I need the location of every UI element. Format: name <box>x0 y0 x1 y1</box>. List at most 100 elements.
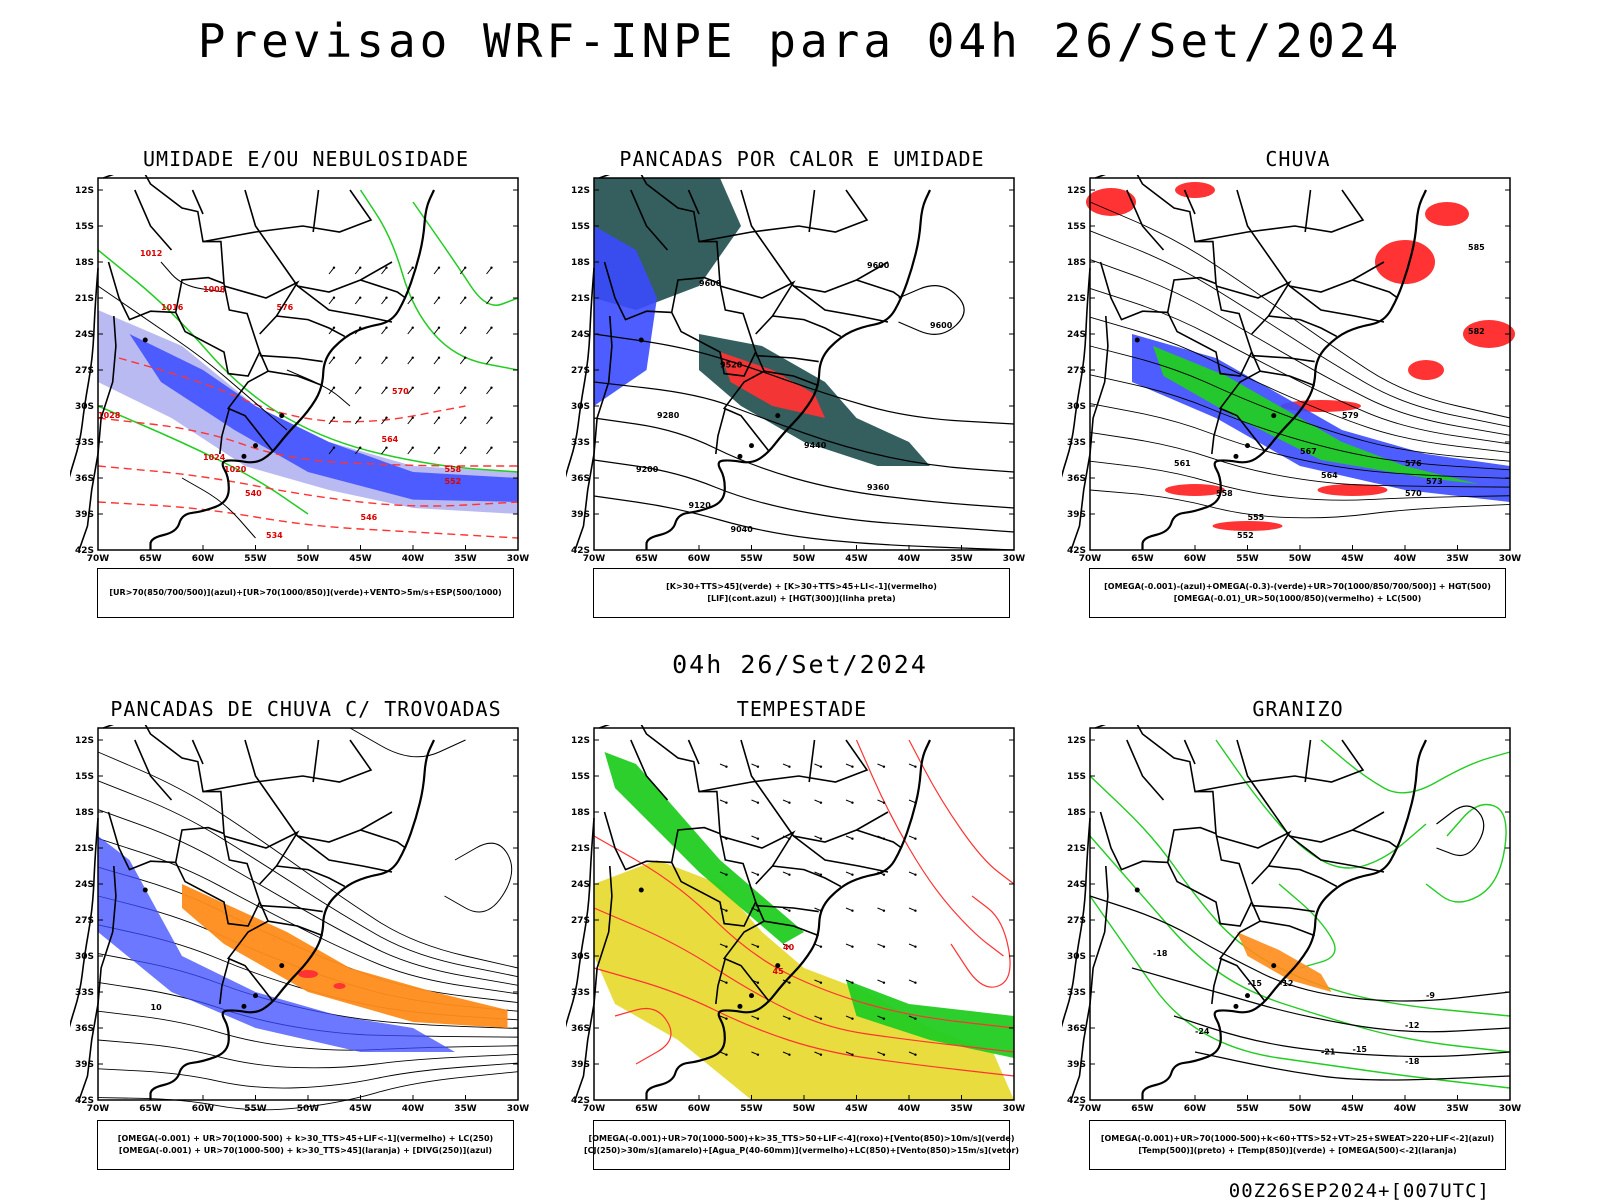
lon-label: 55W <box>1236 554 1259 564</box>
lat-label: 33S <box>1067 988 1086 998</box>
li-negative-area <box>720 352 825 418</box>
wind-vector-head <box>882 765 886 768</box>
wind-vector-head <box>332 356 336 359</box>
state-border <box>297 285 393 323</box>
wind-vector-head <box>882 1053 886 1056</box>
lat-label: 21S <box>571 294 590 304</box>
legend-granizo: [OMEGA(-0.001)+UR>70(1000-500)+k<60+TTS>… <box>1089 1120 1506 1170</box>
wind-vector-head <box>437 416 441 419</box>
state-border <box>107 261 261 377</box>
state-border <box>1259 370 1315 387</box>
state-border <box>574 315 613 551</box>
legend-line: [OMEGA(-0.001)+UR>70(1000-500)+k<60+TTS>… <box>1100 1134 1495 1143</box>
wind-vector-head <box>359 356 362 359</box>
state-border <box>191 739 204 765</box>
lat-label: 24S <box>75 330 94 340</box>
state-border <box>698 739 869 793</box>
lake-marker <box>775 413 781 419</box>
state-border <box>630 189 669 251</box>
map-umidade: 1008 1012 1016 1020 1024 1028 576 570 564 558 552 5… <box>70 175 529 564</box>
wind-vector <box>407 387 414 395</box>
lake-marker <box>279 413 285 419</box>
wind-vector-head <box>490 296 493 299</box>
contour-value: 558 <box>1216 489 1233 498</box>
wind-vector-head <box>914 873 917 876</box>
valid-time-title: 04h 26/Set/2024 <box>672 650 928 679</box>
rain-red-area <box>1175 182 1215 198</box>
lon-label: 45W <box>1341 554 1364 564</box>
temp850-green-contour <box>1278 883 1336 969</box>
lon-label: 65W <box>139 1104 162 1114</box>
lat-label: 27S <box>571 366 590 376</box>
lake-marker <box>1271 413 1277 419</box>
wind-vector-head <box>882 945 886 948</box>
lon-label: 60W <box>688 554 711 564</box>
state-border <box>1194 189 1365 243</box>
state-border <box>670 276 721 313</box>
state-border <box>1259 920 1315 937</box>
lat-label: 15S <box>571 772 590 782</box>
wind-vector <box>328 267 335 275</box>
state-border <box>1289 285 1385 323</box>
wind-vector-head <box>332 386 336 389</box>
lon-label: 65W <box>1131 554 1154 564</box>
wind-vector-head <box>756 873 760 876</box>
streamline <box>97 1071 519 1111</box>
lat-label: 42S <box>75 546 94 556</box>
streamline <box>1089 345 1511 462</box>
wind-vector-head <box>882 873 886 876</box>
lake-marker <box>1245 443 1250 449</box>
lat-label: 15S <box>75 772 94 782</box>
lon-label: 60W <box>192 554 215 564</box>
map-background <box>1090 728 1510 1100</box>
thickness-contour <box>97 501 519 539</box>
wind-vector-head <box>914 945 917 948</box>
contour-value: 564 <box>1321 471 1338 480</box>
wind-vector <box>354 417 361 425</box>
state-border <box>1095 175 1265 451</box>
contour-value: 9600 <box>930 321 953 330</box>
state-border <box>223 280 300 335</box>
state-border <box>134 739 173 801</box>
rain-red-area <box>1463 320 1515 348</box>
wind-vector <box>328 327 335 335</box>
state-border <box>103 725 273 1001</box>
contour-value: 585 <box>1468 243 1485 252</box>
state-border <box>259 904 323 913</box>
wind-vector <box>433 447 440 455</box>
contour-value: 9600 <box>867 261 890 270</box>
state-border <box>630 739 669 801</box>
state-border <box>174 276 225 313</box>
lake-marker <box>1134 887 1140 893</box>
lat-label: 12S <box>571 186 590 196</box>
contour-value: -15 <box>1353 1045 1368 1054</box>
state-border <box>103 175 273 451</box>
lon-label: 35W <box>950 554 973 564</box>
lon-label: 45W <box>349 554 372 564</box>
height-contour <box>593 417 1015 509</box>
wind-vector-head <box>788 1017 791 1020</box>
state-border <box>574 865 613 1101</box>
lon-label: 35W <box>454 554 477 564</box>
contour-value: 1012 <box>140 249 162 258</box>
wind-vector <box>433 297 440 305</box>
contour-value: 555 <box>1248 513 1265 522</box>
lake-marker <box>241 1003 247 1009</box>
wind-vector-head <box>851 801 854 804</box>
panel-title-tempestade: TEMPESTADE <box>736 697 868 721</box>
lon-label: 30W <box>1499 554 1522 564</box>
streamline <box>97 780 519 978</box>
lat-label: 12S <box>75 186 94 196</box>
state-border <box>1183 739 1196 765</box>
wind-vector-head <box>914 909 917 912</box>
wind-vector-head <box>464 296 467 299</box>
lon-label: 65W <box>1131 1104 1154 1114</box>
temp500-black-contour <box>1173 1015 1511 1058</box>
lon-label: 55W <box>1236 1104 1259 1114</box>
lat-label: 18S <box>75 808 94 818</box>
state-border <box>1099 261 1253 377</box>
wind-vector-head <box>359 386 362 389</box>
state-border <box>856 829 903 849</box>
lat-label: 12S <box>1067 736 1086 746</box>
state-border <box>1194 739 1365 793</box>
